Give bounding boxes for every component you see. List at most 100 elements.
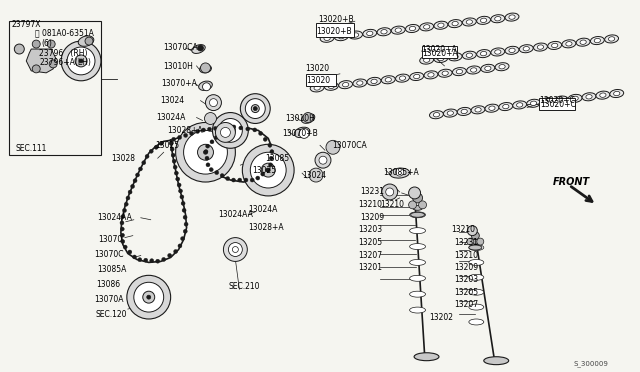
Ellipse shape (477, 16, 490, 25)
Ellipse shape (469, 259, 484, 265)
Ellipse shape (353, 33, 358, 37)
Circle shape (189, 131, 193, 135)
Circle shape (309, 168, 323, 182)
Circle shape (127, 275, 171, 319)
Ellipse shape (495, 50, 501, 54)
Circle shape (202, 83, 211, 91)
Circle shape (177, 183, 181, 187)
Ellipse shape (540, 97, 554, 106)
Ellipse shape (509, 15, 515, 19)
Text: 13231: 13231 (360, 187, 384, 196)
Circle shape (61, 41, 101, 81)
Ellipse shape (594, 38, 600, 43)
Ellipse shape (471, 106, 485, 114)
Ellipse shape (420, 23, 434, 31)
Bar (306, 74, 336, 86)
Text: 13070CA: 13070CA (164, 42, 198, 52)
Text: FRONT: FRONT (553, 177, 590, 187)
Text: 13028+A: 13028+A (248, 223, 284, 232)
Text: 13205: 13205 (358, 238, 382, 247)
Text: 13020+B: 13020+B (318, 15, 354, 24)
Ellipse shape (420, 56, 434, 64)
Text: 13070+A: 13070+A (162, 79, 198, 88)
Ellipse shape (456, 70, 463, 74)
Ellipse shape (385, 78, 392, 82)
Circle shape (134, 282, 164, 312)
Circle shape (181, 201, 185, 205)
Circle shape (200, 63, 211, 73)
Ellipse shape (554, 96, 568, 104)
Circle shape (214, 171, 219, 174)
Circle shape (180, 237, 184, 241)
Ellipse shape (442, 71, 448, 76)
Ellipse shape (591, 36, 604, 45)
Ellipse shape (457, 108, 471, 115)
Text: 13025: 13025 (252, 166, 276, 174)
Ellipse shape (324, 36, 330, 41)
Ellipse shape (200, 65, 211, 73)
Ellipse shape (484, 66, 491, 71)
Ellipse shape (377, 28, 391, 36)
Text: 13207: 13207 (358, 251, 382, 260)
Circle shape (263, 137, 268, 141)
Circle shape (174, 171, 179, 175)
Circle shape (396, 168, 404, 176)
Circle shape (120, 227, 124, 231)
Circle shape (204, 150, 207, 154)
Ellipse shape (413, 205, 422, 210)
Ellipse shape (320, 34, 334, 42)
Ellipse shape (78, 36, 94, 46)
Text: 13070: 13070 (98, 235, 122, 244)
Ellipse shape (339, 81, 353, 89)
Ellipse shape (470, 68, 477, 72)
Ellipse shape (495, 63, 509, 71)
Circle shape (244, 178, 248, 182)
Circle shape (183, 230, 188, 233)
Ellipse shape (434, 54, 448, 62)
Ellipse shape (356, 81, 363, 85)
Circle shape (269, 163, 273, 167)
Circle shape (226, 177, 230, 180)
Circle shape (206, 163, 210, 167)
Circle shape (250, 152, 286, 188)
Circle shape (270, 150, 274, 154)
Circle shape (209, 99, 218, 107)
Ellipse shape (396, 74, 410, 82)
Circle shape (170, 147, 174, 151)
Circle shape (220, 126, 223, 129)
Circle shape (156, 259, 160, 263)
Circle shape (214, 126, 218, 131)
Ellipse shape (444, 109, 457, 117)
Text: 13020+A: 13020+A (422, 48, 458, 58)
Circle shape (250, 178, 254, 182)
Circle shape (172, 159, 176, 163)
Ellipse shape (406, 25, 419, 32)
Ellipse shape (411, 212, 424, 217)
Circle shape (149, 149, 153, 153)
Circle shape (128, 250, 132, 254)
Circle shape (172, 137, 175, 141)
Circle shape (237, 178, 242, 182)
Circle shape (147, 295, 151, 299)
Circle shape (145, 154, 149, 158)
Ellipse shape (338, 35, 344, 39)
Ellipse shape (582, 93, 596, 101)
Text: 13024: 13024 (161, 96, 185, 105)
Ellipse shape (527, 99, 540, 108)
Ellipse shape (614, 91, 620, 96)
Circle shape (121, 240, 125, 243)
Circle shape (246, 127, 250, 131)
Circle shape (154, 145, 158, 149)
Text: 13070C: 13070C (94, 250, 124, 259)
Circle shape (142, 161, 146, 165)
Ellipse shape (381, 76, 396, 84)
Ellipse shape (469, 319, 484, 325)
Ellipse shape (349, 31, 362, 39)
Ellipse shape (448, 53, 462, 61)
Circle shape (477, 238, 484, 245)
Ellipse shape (410, 307, 426, 313)
Ellipse shape (381, 29, 387, 34)
Text: SEC.210: SEC.210 (228, 282, 260, 291)
Circle shape (159, 141, 163, 145)
Circle shape (299, 128, 309, 138)
